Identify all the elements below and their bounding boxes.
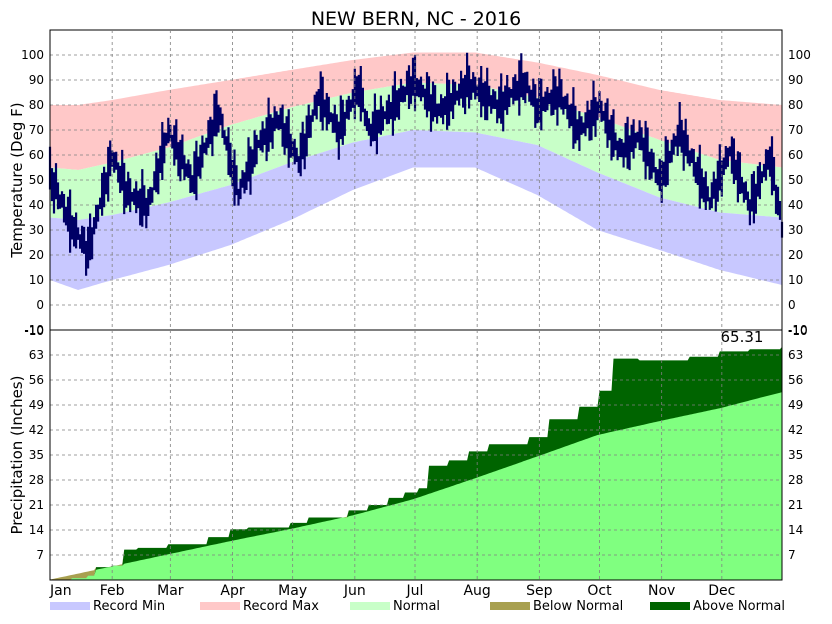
temperature-tick-label-left: 60	[29, 148, 44, 162]
temperature-tick-label-right: 90	[788, 73, 803, 87]
temperature-tick-label-right: 0	[788, 298, 796, 312]
temperature-panel: -10 -10 0 0 10 10 20 20 30 30 40 40 50 50 60 60 70 70 80 80…	[21, 29, 811, 337]
temperature-tick-label-right: 60	[788, 148, 803, 162]
precipitation-total-label: 65.31	[721, 328, 764, 346]
temperature-tick-label-left: 30	[29, 223, 44, 237]
legend-swatch	[350, 602, 390, 610]
temperature-tick-label-left: 50	[29, 173, 44, 187]
legend-swatch	[650, 602, 690, 610]
precipitation-tick-label-left: 63	[29, 348, 44, 362]
precipitation-tick-label-right: 63	[788, 348, 803, 362]
precipitation-tick-label-right: 35	[788, 448, 803, 462]
month-tick-label: Jul	[406, 583, 424, 599]
temperature-tick-label-right: 70	[788, 123, 803, 137]
precipitation-tick-label-right: 14	[788, 523, 803, 537]
temperature-tick-label-right: 20	[788, 248, 803, 262]
record-min-band	[50, 130, 782, 290]
temperature-tick-label-right: -10	[788, 324, 808, 338]
temperature-tick-label-right: 80	[788, 98, 803, 112]
precipitation-tick-label-right: 7	[788, 548, 796, 562]
legend-label: Normal	[393, 599, 440, 614]
legend-swatch	[490, 602, 530, 610]
temperature-tick-label-right: 10	[788, 273, 803, 287]
temperature-tick-label-left: 20	[29, 248, 44, 262]
precipitation-tick-label-left: 35	[29, 448, 44, 462]
temperature-tick-label-right: -10	[788, 323, 808, 337]
temperature-tick-label-left: -10	[24, 324, 44, 338]
temperature-tick-label-left: 90	[29, 73, 44, 87]
temperature-tick-label-right: 50	[788, 173, 803, 187]
month-tick-label: Apr	[220, 583, 244, 599]
legend-label: Above Normal	[693, 599, 785, 614]
temperature-tick-label-right: 100	[788, 48, 811, 62]
temperature-tick-label-left: 10	[29, 273, 44, 287]
legend-label: Record Min	[93, 599, 165, 614]
month-tick-label: Mar	[157, 583, 184, 599]
month-tick-label: Nov	[648, 583, 675, 599]
record-max-band	[50, 52, 782, 170]
chart-title: NEW BERN, NC - 2016	[311, 8, 521, 30]
temperature-tick-label-left: 70	[29, 123, 44, 137]
legend-label: Record Max	[243, 599, 319, 614]
legend: Record Min Record Max Normal Below Normal Ab…	[50, 599, 785, 614]
temperature-tick-label-left: 0	[36, 298, 44, 312]
precipitation-tick-label-left: 21	[29, 498, 44, 512]
precipitation-axis-label: Precipitation (Inches)	[8, 376, 26, 535]
month-tick-label: Aug	[463, 583, 490, 599]
precipitation-tick-label-right: 56	[788, 373, 803, 387]
temperature-tick-label-left: -10	[24, 323, 44, 337]
normal-precipitation-area	[50, 392, 782, 580]
month-tick-label: Sep	[526, 583, 553, 599]
precipitation-tick-label-left: 7	[36, 548, 44, 562]
precipitation-tick-label-right: 28	[788, 473, 803, 487]
precipitation-tick-label-left: 14	[29, 523, 44, 537]
month-tick-label: Dec	[708, 583, 735, 599]
month-tick-label: Jan	[49, 583, 72, 599]
precipitation-panel: 7 7 14 14 21 21 28 28 35 35 42 42 49 49 56 56 63 63 -10 -10…	[24, 324, 808, 581]
precipitation-tick-label-left: 56	[29, 373, 44, 387]
temperature-tick-label-left: 100	[21, 48, 44, 62]
temperature-axis-label: Temperature (Deg F)	[8, 102, 26, 258]
month-axis: Jan Feb Mar Apr May Jun Jul Aug Sep Oct Nov Dec	[49, 30, 735, 599]
precipitation-tick-label-left: 42	[29, 423, 44, 437]
temperature-tick-label-right: 30	[788, 223, 803, 237]
precipitation-plot-frame	[49, 329, 783, 581]
precipitation-tick-label-left: 28	[29, 473, 44, 487]
month-tick-label: Feb	[100, 583, 125, 599]
month-tick-label: May	[278, 583, 307, 599]
precipitation-tick-label-left: 49	[29, 398, 44, 412]
temperature-tick-label-left: 40	[29, 198, 44, 212]
legend-label: Below Normal	[533, 599, 623, 614]
legend-swatch	[200, 602, 240, 610]
month-tick-label: Jun	[343, 583, 366, 599]
precipitation-tick-label-right: 49	[788, 398, 803, 412]
month-tick-label: Oct	[587, 583, 612, 599]
temperature-tick-label-right: 40	[788, 198, 803, 212]
legend-swatch	[50, 602, 90, 610]
precipitation-tick-label-right: 21	[788, 498, 803, 512]
precipitation-tick-label-right: 42	[788, 423, 803, 437]
temperature-tick-label-left: 80	[29, 98, 44, 112]
